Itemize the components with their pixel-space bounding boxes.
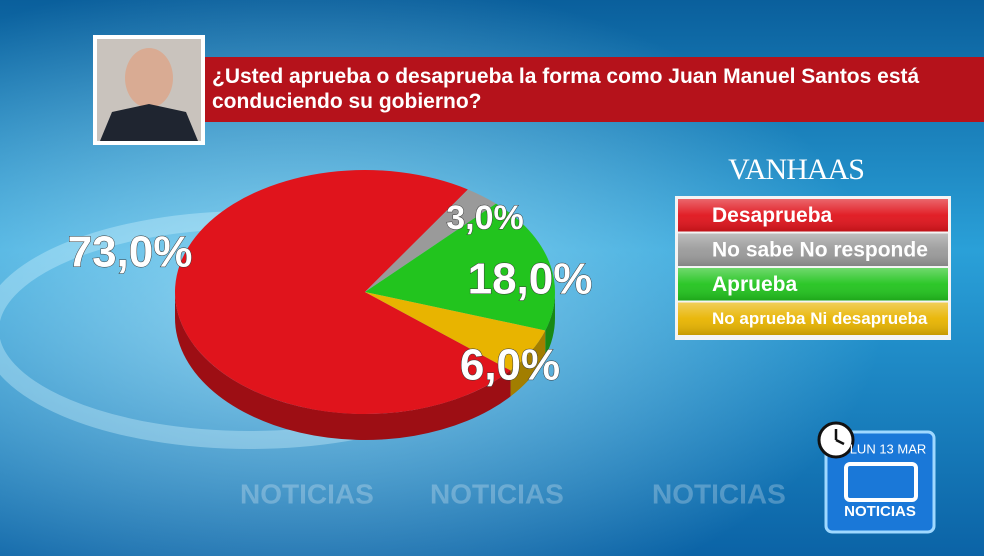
legend-label: Desaprueba [712,204,833,227]
clock-hands [834,429,845,446]
legend-label: No sabe No responde [712,238,928,261]
legend-gloss [678,199,948,232]
slice [365,292,546,371]
chart-title: ¿Usted aprueba o desaprueba la forma com… [212,65,920,113]
header-bar [100,57,984,122]
source-logo: VANHAAS [728,153,864,186]
legend-gloss [678,268,948,301]
data-label: 18,0% [468,255,593,304]
watermark: NOTICIAS [240,478,374,509]
slice [365,189,497,292]
legend-label: Aprueba [712,273,798,296]
data-label: 73,0% [68,228,193,277]
legend-gloss [678,233,948,266]
channel-logo [824,430,936,534]
rcn-mark [844,462,918,502]
slice-side [510,330,546,397]
data-label: 3,0% [446,199,524,237]
date: LUN 13 MAR [850,441,927,456]
slice [365,203,556,331]
slice [175,169,511,414]
channel-name: NOTICIAS [844,503,916,520]
pie [175,169,556,440]
photo-suit [100,104,198,141]
watermark: NOTICIAS [652,478,786,509]
slice-side [175,292,511,440]
data-label: 6,0% [460,341,560,390]
watermark: NOTICIAS [430,478,564,509]
slice-side [545,292,555,357]
photo-face [125,48,173,108]
legend-gloss [678,302,948,335]
legend-label: No aprueba Ni desaprueba [712,309,928,328]
